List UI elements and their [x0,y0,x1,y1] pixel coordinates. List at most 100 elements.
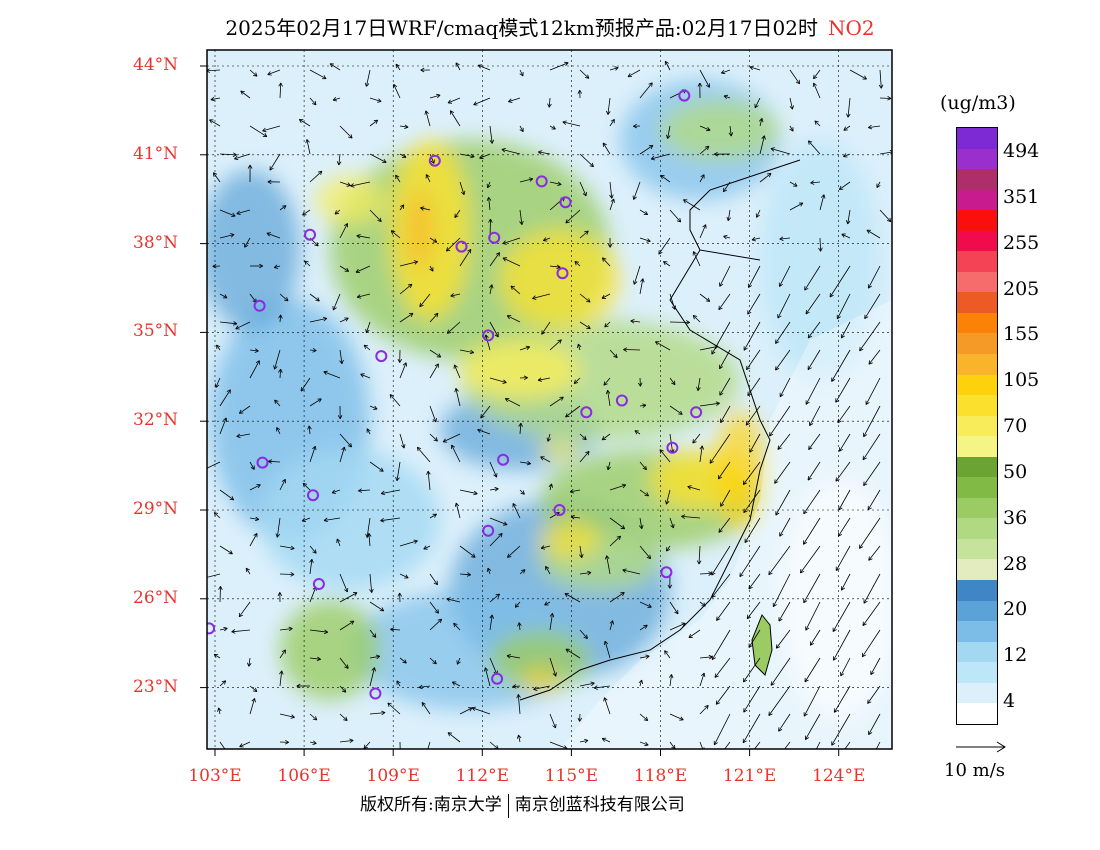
wind-arrow [868,713,881,736]
wind-arrow [868,124,881,130]
copyright-separator [507,793,509,818]
wind-arrow [421,702,431,715]
vector-legend-arrow [956,741,1006,753]
city-station-marker [580,406,593,419]
wind-arrow [699,224,707,239]
lon-label: 112°E [455,766,509,786]
wind-arrow [713,713,731,746]
wind-arrow [779,236,791,241]
wind-arrow [819,194,826,211]
colorbar-swatch [957,456,997,478]
wind-arrow [544,601,551,606]
wind-arrow [849,69,867,80]
wind-arrow [483,667,491,687]
wind-arrow [541,321,551,335]
wind-arrow [508,97,521,103]
coastline [519,249,771,701]
wind-arrow [429,349,442,358]
wind-arrow [784,741,791,749]
wind-arrow [473,97,491,106]
wind-arrow [507,545,521,558]
wind-arrow [358,488,371,493]
wind-arrow [632,181,641,200]
wind-arrow [772,573,791,608]
wind-arrow [669,713,684,721]
wind-arrow [278,368,283,379]
wind-arrow [519,69,524,77]
wind-arrow [504,398,521,407]
wind-arrow [639,278,645,295]
colorbar-swatch [957,580,997,601]
wind-arrow [339,433,352,448]
city-station-marker [553,504,566,516]
wind-arrow [514,601,521,608]
wind-arrow [789,125,794,132]
wind-arrow [859,321,881,352]
wind-arrow [454,502,461,519]
wind-arrow [846,97,851,118]
wind-arrow [216,344,221,351]
coastline-north [689,159,801,251]
wind-arrow [579,181,587,197]
wind-arrow [339,685,347,693]
wind-arrow [275,517,281,538]
wind-arrow [323,370,341,379]
wind-arrow [453,364,461,379]
wind-arrow [387,702,401,715]
wind-arrow [519,177,534,183]
colorbar-swatch [957,374,997,396]
sea-region [560,300,892,749]
lon-label: 109°E [366,766,420,786]
wind-arrow [549,181,562,186]
wind-arrow [459,707,473,715]
wind-arrow [835,461,851,482]
wind-arrow [549,396,564,407]
colorbar-swatch [957,600,997,622]
wind-arrow [399,153,407,158]
wind-arrow [814,120,821,127]
wind-arrow [668,674,674,687]
wind-arrow [279,478,286,491]
wind-arrow [658,237,671,255]
wind-arrow [207,573,221,578]
wind-arrow [219,293,228,299]
wind-arrow [339,181,351,187]
wind-arrow [364,69,371,87]
wind-arrow [603,697,611,715]
wind-arrow [235,321,251,330]
colorbar-swatch [957,271,997,293]
wind-arrow [743,685,761,713]
wind-arrow [429,618,443,631]
wind-arrow [269,153,281,171]
lat-label: 23°N [133,676,179,697]
wind-arrow [659,449,671,463]
wind-arrow [577,713,583,722]
wind-arrow [609,349,618,359]
colorbar-tick-label: 105 [1003,369,1040,392]
wind-arrow [759,173,772,183]
wind-arrow [603,640,611,659]
wind-arrow [369,573,374,593]
lat-label: 35°N [133,321,179,342]
wind-arrow [366,532,372,547]
wind-arrow [699,654,713,660]
wind-arrow [426,470,431,491]
lon-label: 121°E [722,766,777,786]
copyright: 版权所有:南京大学 南京创蓝科技有限公司 [360,790,685,818]
wind-arrow [867,489,881,511]
wind-arrow [512,684,521,689]
wind-arrow [454,209,461,218]
wind-arrow [309,629,329,635]
wind-arrow [532,293,551,300]
wind-arrow [279,572,295,577]
wind-arrow [549,657,557,677]
city-station-marker [535,175,548,188]
wind-arrow [279,713,295,719]
wind-arrow [833,629,851,661]
wind-arrow [477,428,491,435]
wind-arrow [609,181,614,199]
wind-arrow [607,237,613,248]
wind-arrow [399,260,418,267]
wind-arrow [309,558,314,575]
wind-arrow [805,713,821,740]
